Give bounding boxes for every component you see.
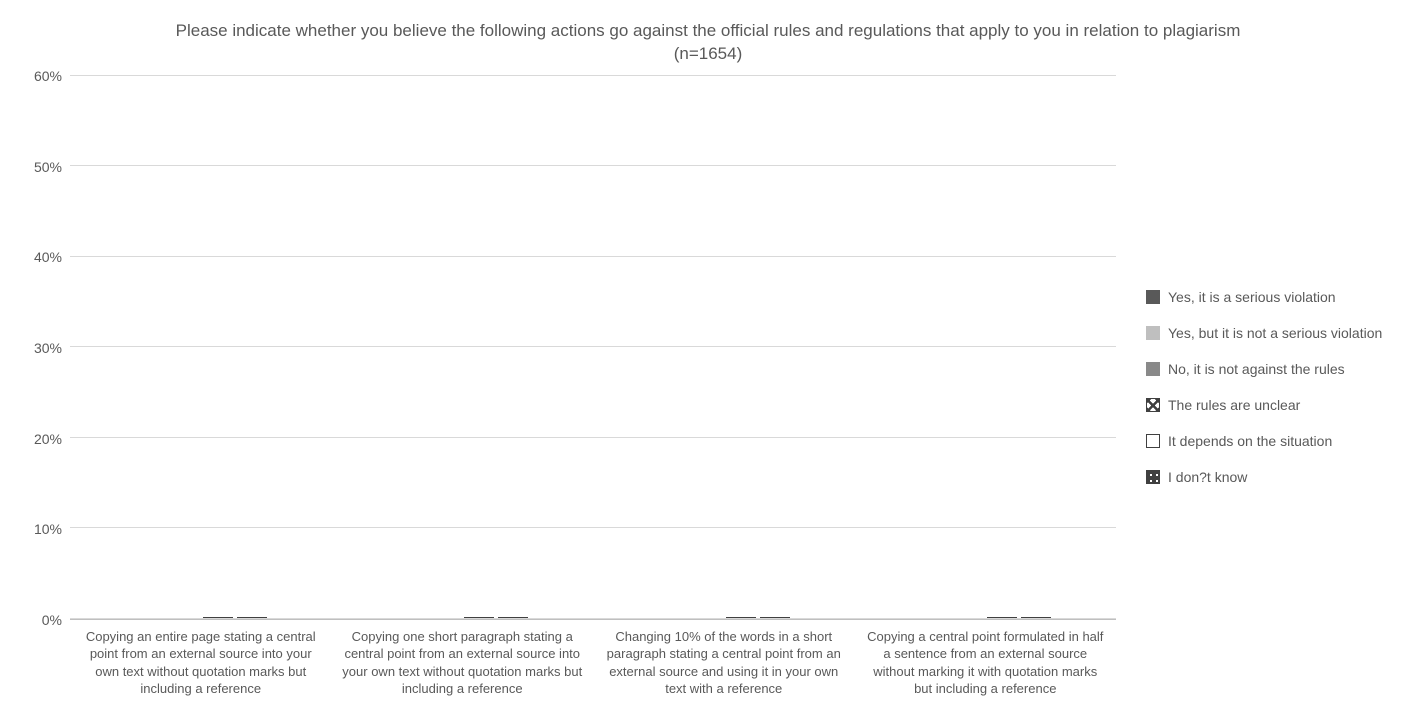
- gridline: [70, 75, 1116, 76]
- gridline: [70, 527, 1116, 528]
- legend-label: It depends on the situation: [1168, 433, 1332, 449]
- legend-label: No, it is not against the rules: [1168, 361, 1345, 377]
- legend-swatch: [1146, 470, 1160, 484]
- gridline: [70, 346, 1116, 347]
- legend-item: I don?t know: [1146, 469, 1396, 485]
- x-category-label: Copying one short paragraph stating a ce…: [332, 620, 594, 698]
- legend-swatch: [1146, 434, 1160, 448]
- y-tick-label: 0%: [42, 612, 62, 628]
- legend-label: The rules are unclear: [1168, 397, 1300, 413]
- y-tick-label: 10%: [34, 521, 62, 537]
- x-axis: Copying an entire page stating a central…: [20, 620, 1116, 698]
- y-tick-label: 40%: [34, 249, 62, 265]
- legend-item: The rules are unclear: [1146, 397, 1396, 413]
- chart-title: Please indicate whether you believe the …: [20, 20, 1396, 66]
- y-tick-label: 50%: [34, 159, 62, 175]
- legend-swatch: [1146, 398, 1160, 412]
- legend-swatch: [1146, 362, 1160, 376]
- legend-swatch: [1146, 290, 1160, 304]
- plagiarism-chart: Please indicate whether you believe the …: [20, 20, 1396, 698]
- legend-label: Yes, but it is not a serious violation: [1168, 325, 1382, 341]
- x-category-label: Copying a central point formulated in ha…: [855, 620, 1117, 698]
- plot-area: 0%10%20%30%40%50%60%: [20, 76, 1116, 620]
- legend-label: I don?t know: [1168, 469, 1247, 485]
- legend-item: No, it is not against the rules: [1146, 361, 1396, 377]
- chart-body: 0%10%20%30%40%50%60% Copying an entire p…: [20, 76, 1396, 698]
- legend-item: Yes, it is a serious violation: [1146, 289, 1396, 305]
- legend-item: Yes, but it is not a serious violation: [1146, 325, 1396, 341]
- legend-label: Yes, it is a serious violation: [1168, 289, 1336, 305]
- x-category-label: Changing 10% of the words in a short par…: [593, 620, 855, 698]
- x-category-label: Copying an entire page stating a central…: [70, 620, 332, 698]
- legend: Yes, it is a serious violation Yes, but i…: [1116, 76, 1396, 698]
- y-tick-label: 20%: [34, 431, 62, 447]
- gridline: [70, 165, 1116, 166]
- plot-column: 0%10%20%30%40%50%60% Copying an entire p…: [20, 76, 1116, 698]
- legend-swatch: [1146, 326, 1160, 340]
- gridline: [70, 618, 1116, 619]
- legend-item: It depends on the situation: [1146, 433, 1396, 449]
- y-axis: 0%10%20%30%40%50%60%: [20, 76, 70, 620]
- bar-groups: [70, 76, 1116, 619]
- gridline: [70, 256, 1116, 257]
- y-tick-label: 60%: [34, 68, 62, 84]
- y-tick-label: 30%: [34, 340, 62, 356]
- plot: [70, 76, 1116, 620]
- gridline: [70, 437, 1116, 438]
